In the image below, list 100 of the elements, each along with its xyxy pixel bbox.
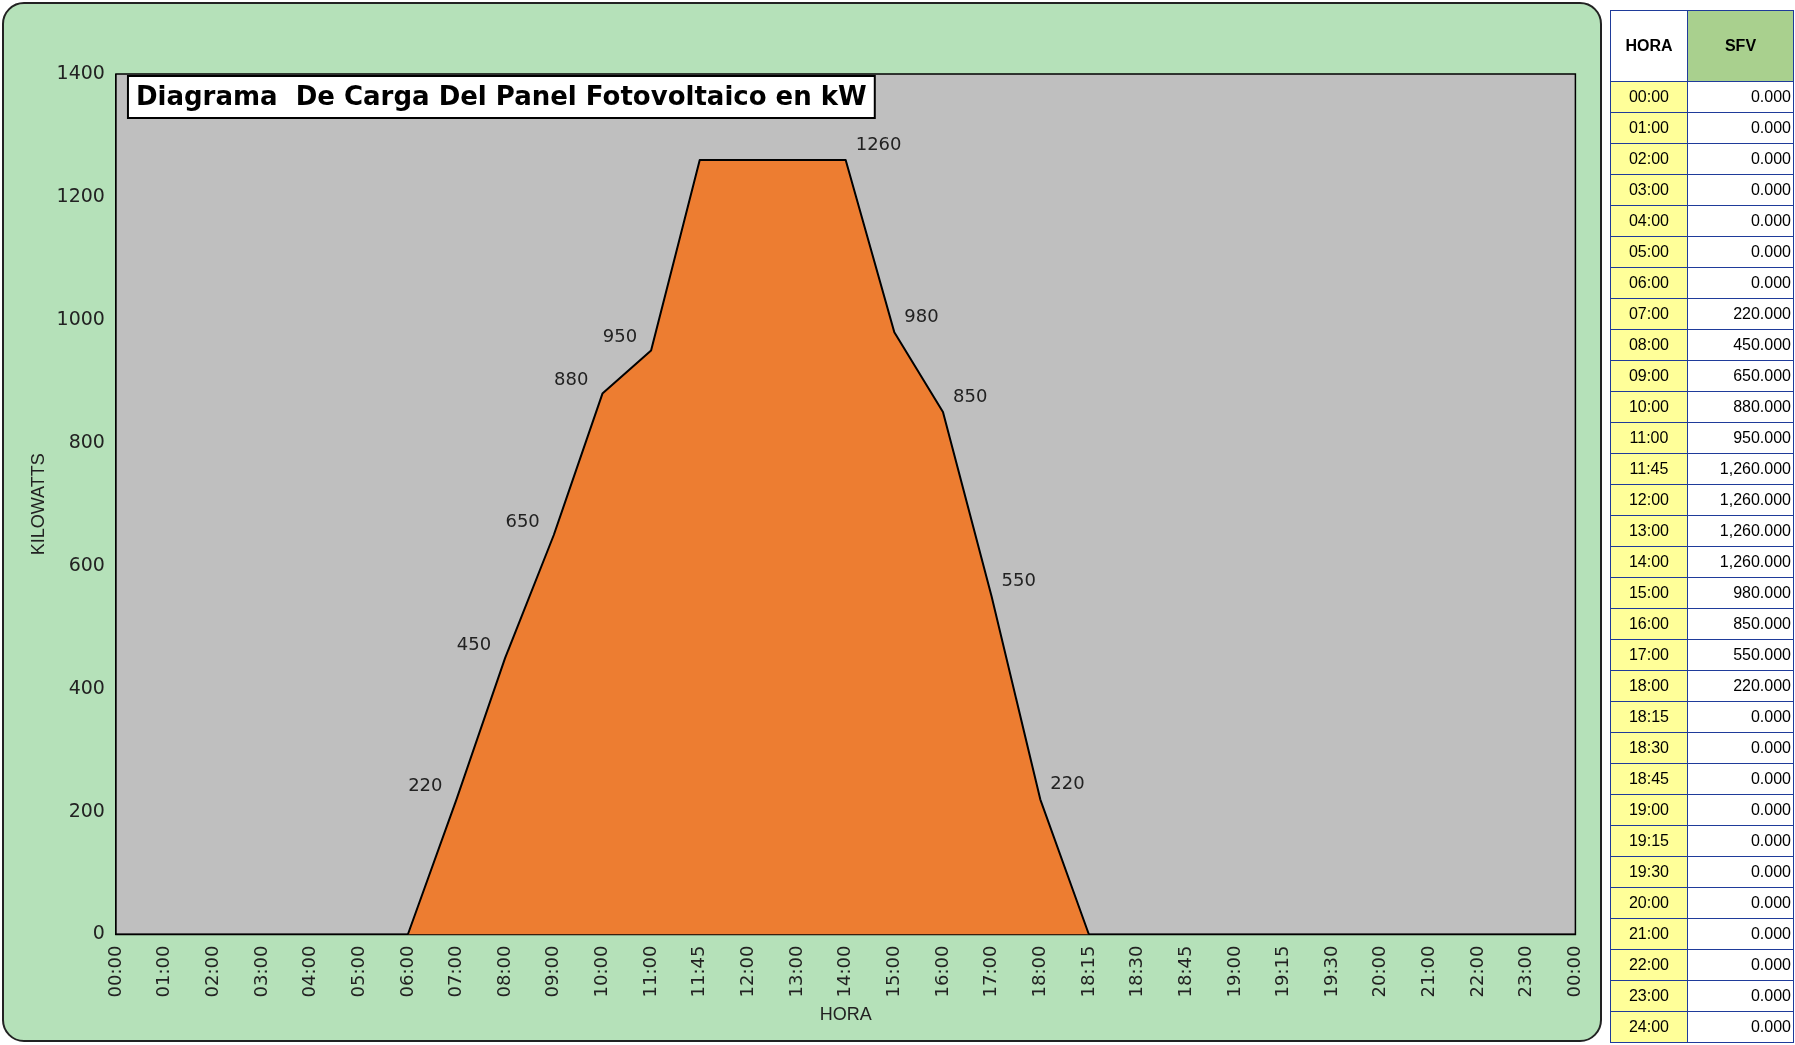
category-label: 20:00 <box>1610 887 1688 919</box>
category-label: 03:00 <box>1610 174 1688 206</box>
text: 1,260.000 <box>1719 522 1791 539</box>
text: 0.000 <box>1750 956 1791 973</box>
text: 220.000 <box>1733 677 1791 694</box>
text: 1,260.000 <box>1719 460 1791 477</box>
x-tick-label: 03:00 <box>249 945 271 998</box>
y-tick-label: 200 <box>68 798 105 821</box>
y-axis-title: KILOWATTS <box>27 453 48 556</box>
x-tick-label: 19:30 <box>1319 945 1341 998</box>
y-tick-label: 1000 <box>56 306 105 329</box>
x-tick-label: 04:00 <box>298 945 320 998</box>
y-tick-label: 1400 <box>56 60 105 83</box>
x-tick-label: 09:00 <box>541 945 563 998</box>
data-label: 980 <box>904 304 939 326</box>
x-tick-label: 08:00 <box>492 945 514 998</box>
text: SFV <box>1687 10 1794 82</box>
data-label: 550 <box>1001 569 1036 591</box>
data-label: 220 <box>1050 771 1085 793</box>
text: 220.000 <box>1733 305 1791 322</box>
x-tick-label: 18:30 <box>1125 945 1147 998</box>
y-tick-label: 600 <box>68 552 105 575</box>
text: 550.000 <box>1733 646 1791 663</box>
category-label: 18:15 <box>1610 701 1688 733</box>
x-tick-label: 05:00 <box>346 945 368 998</box>
category-label: 02:00 <box>1610 143 1688 175</box>
text: 0.000 <box>1750 1018 1791 1035</box>
category-label: 15:00 <box>1610 577 1688 609</box>
x-tick-label: 00:00 <box>103 945 125 998</box>
y-tick-label: 800 <box>68 429 105 452</box>
x-tick-label: 11:00 <box>638 945 660 998</box>
chart-title: Diagrama De Carga Del Panel Fotovoltaico en kW <box>135 80 867 111</box>
text: 0.000 <box>1750 832 1791 849</box>
text: 0.000 <box>1750 88 1791 105</box>
text: 0.000 <box>1750 708 1791 725</box>
x-tick-label: 19:00 <box>1222 945 1244 998</box>
text: 450.000 <box>1733 336 1791 353</box>
data-label: 220 <box>408 773 443 795</box>
text: 0.000 <box>1750 863 1791 880</box>
text: 0.000 <box>1750 801 1791 818</box>
text: 0.000 <box>1750 150 1791 167</box>
category-label: 19:15 <box>1610 825 1688 857</box>
x-tick-label: 15:00 <box>882 945 903 998</box>
x-tick-label: 20:00 <box>1368 945 1390 998</box>
x-tick-label: 18:45 <box>1173 945 1195 998</box>
category-label: 11:00 <box>1610 422 1688 454</box>
x-tick-label: 14:00 <box>833 945 855 998</box>
text: 0.000 <box>1750 987 1791 1004</box>
y-tick-label: 0 <box>92 921 105 944</box>
x-tick-label: 22:00 <box>1465 945 1487 998</box>
category-label: 14:00 <box>1610 546 1688 578</box>
x-tick-label: 13:00 <box>784 945 806 998</box>
category-label: 00:00 <box>1610 81 1688 113</box>
data-label: 1260 <box>855 132 902 154</box>
category-label: 19:30 <box>1610 856 1688 888</box>
x-tick-label: 21:00 <box>1417 945 1439 998</box>
x-tick-label: 06:00 <box>395 945 417 998</box>
x-tick-label: 23:00 <box>1514 945 1536 998</box>
category-label: 07:00 <box>1610 298 1688 330</box>
category-label: 16:00 <box>1610 608 1688 640</box>
category-label: 01:00 <box>1610 112 1688 144</box>
text: 850.000 <box>1733 615 1791 632</box>
text: HORA <box>1610 10 1688 82</box>
text: 0.000 <box>1750 274 1791 291</box>
data-label: 650 <box>505 509 540 531</box>
x-tick-label: 12:00 <box>736 945 758 998</box>
x-tick-label: 00:00 <box>1563 945 1585 998</box>
category-label: 10:00 <box>1610 391 1688 423</box>
x-tick-label: 11:45 <box>687 945 709 998</box>
text: 1,260.000 <box>1719 491 1791 508</box>
text: 650.000 <box>1733 367 1791 384</box>
x-tick-label: 10:00 <box>590 945 612 998</box>
x-tick-label: 18:15 <box>1076 945 1098 998</box>
x-tick-label: 07:00 <box>444 945 466 998</box>
text: 0.000 <box>1750 770 1791 787</box>
x-tick-label: 18:00 <box>1027 945 1049 998</box>
text: 0.000 <box>1750 925 1791 942</box>
category-label: 13:00 <box>1610 515 1688 547</box>
category-label: 04:00 <box>1610 205 1688 237</box>
x-tick-label: 17:00 <box>979 945 1001 998</box>
text: 1,260.000 <box>1719 553 1791 570</box>
category-label: 18:30 <box>1610 732 1688 764</box>
data-label: 950 <box>602 325 638 347</box>
text: 980.000 <box>1733 584 1791 601</box>
category-label: 19:00 <box>1610 794 1688 826</box>
text: 0.000 <box>1750 243 1791 260</box>
data-label: 850 <box>952 384 988 406</box>
x-tick-label: 02:00 <box>200 945 222 998</box>
category-label: 08:00 <box>1610 329 1688 361</box>
category-label: 05:00 <box>1610 236 1688 268</box>
category-label: 11:45 <box>1610 453 1688 485</box>
y-tick-label: 1200 <box>56 183 105 206</box>
category-label: 18:00 <box>1610 670 1688 702</box>
text: 0.000 <box>1750 181 1791 198</box>
category-label: 18:45 <box>1610 763 1688 795</box>
data-label: 880 <box>554 368 589 390</box>
text: 880.000 <box>1733 398 1791 415</box>
category-label: 06:00 <box>1610 267 1688 299</box>
x-tick-label: 16:00 <box>930 945 952 998</box>
x-tick-label: 19:15 <box>1271 945 1293 998</box>
